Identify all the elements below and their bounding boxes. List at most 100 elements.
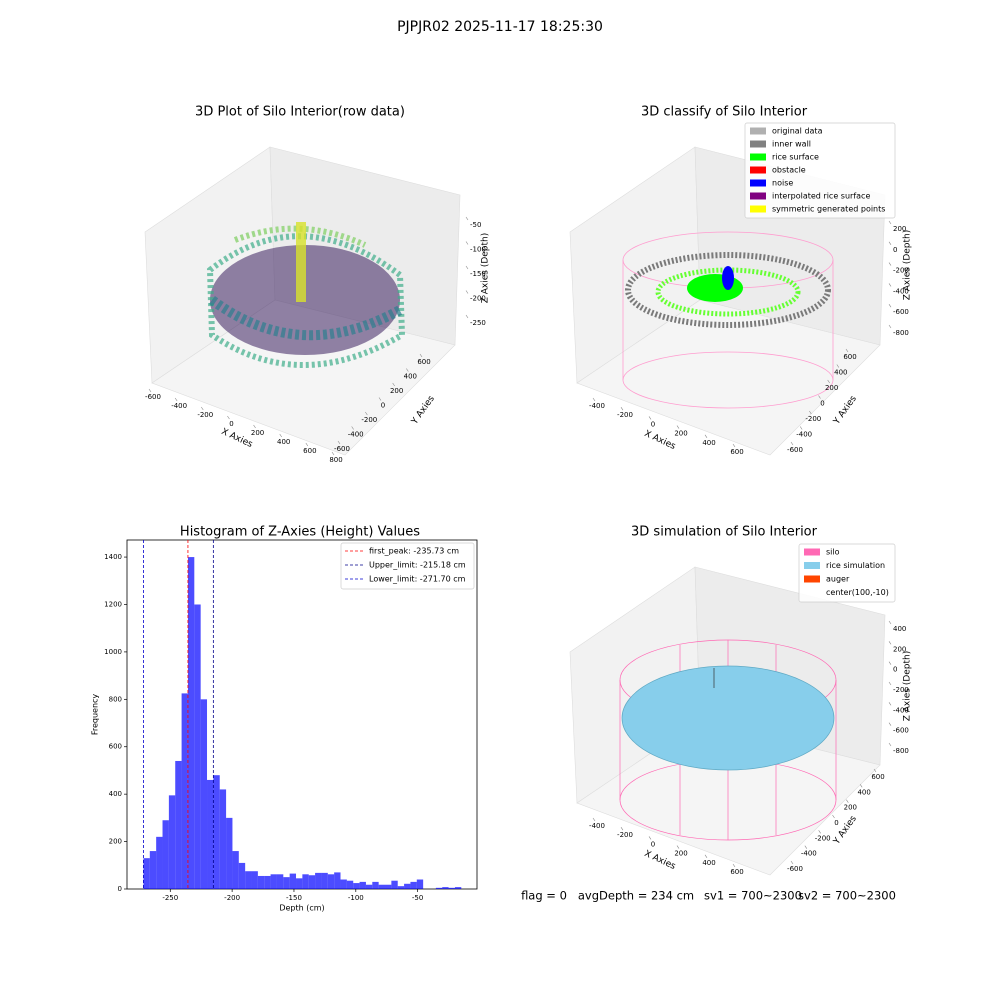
- legend-label: interpolated rice surface: [772, 192, 870, 201]
- tick-mark: [592, 817, 596, 822]
- y-tick-label: -200: [815, 834, 831, 842]
- x-tick-label: 200: [674, 430, 687, 438]
- footer-text: sv2 = 700~2300: [798, 889, 896, 903]
- y-axis-label: Y Axies: [409, 394, 437, 427]
- legend-swatch: [804, 548, 820, 556]
- legend-swatch: [750, 166, 766, 174]
- footer-text: avgDepth = 234 cm: [578, 889, 694, 903]
- y-tick-label: 600: [109, 743, 122, 751]
- bar: [391, 880, 398, 889]
- y-tick-label: 1000: [104, 648, 122, 656]
- tick-mark: [704, 854, 708, 858]
- bar: [156, 836, 163, 889]
- legend-swatch: [750, 205, 766, 213]
- tick-mark: [592, 397, 596, 402]
- y-tick-label: 400: [834, 369, 847, 377]
- x-tick-label: 200: [674, 850, 687, 858]
- y-axis-label: Y Axies: [831, 394, 859, 427]
- tick-mark: [392, 382, 395, 387]
- y-tick-label: 200: [825, 384, 838, 392]
- tick-mark: [676, 425, 680, 429]
- tick-mark: [888, 742, 892, 747]
- bar: [410, 881, 417, 889]
- z-tick-label: -200: [470, 295, 486, 303]
- legend-label: original data: [772, 127, 823, 136]
- y-tick-label: 400: [857, 788, 870, 796]
- x-axis-label: Depth (cm): [279, 904, 324, 913]
- z-axis-label: Z Axies (Depth): [903, 651, 913, 722]
- legend-label: rice simulation: [826, 561, 885, 570]
- bar: [187, 557, 195, 889]
- x-tick-label: -400: [589, 402, 605, 410]
- z-tick-label: -100: [470, 246, 486, 254]
- bar: [353, 883, 360, 889]
- bar: [334, 872, 341, 889]
- tick-mark: [648, 416, 652, 420]
- point-cloud: [206, 222, 406, 368]
- legend-label: center(100,-10): [826, 588, 889, 597]
- legend-label: auger: [826, 575, 850, 584]
- y-tick-label: -400: [801, 850, 817, 858]
- chart-title: 3D classify of Silo Interior: [641, 105, 808, 120]
- z-tick-label: -200: [893, 267, 909, 275]
- legend-label: symmetric generated points: [772, 205, 885, 214]
- bar: [264, 875, 271, 889]
- tick-mark: [648, 836, 652, 840]
- x-axis-label: X Axies: [643, 849, 678, 872]
- bar: [359, 881, 366, 889]
- z-tick-label: -200: [893, 686, 909, 694]
- y-tick-label: 0: [834, 819, 838, 827]
- tick-mark: [859, 784, 863, 788]
- tick-mark: [888, 304, 892, 308]
- x-axis-label: X Axies: [220, 427, 255, 450]
- bar: [251, 871, 258, 889]
- tick-mark: [305, 442, 309, 447]
- legend-label: silo: [826, 548, 840, 557]
- tick-mark: [888, 722, 892, 726]
- z-tick-label: 200: [893, 645, 906, 653]
- legend-label: first_peak: -235.73 cm: [369, 547, 459, 556]
- bar: [302, 874, 309, 889]
- x-tick-label: -200: [617, 831, 633, 839]
- tick-mark: [465, 265, 469, 270]
- x-tick-label: -400: [589, 822, 605, 830]
- y-tick-label: 0: [381, 402, 385, 410]
- bar: [442, 887, 449, 889]
- bar: [175, 760, 182, 889]
- y-tick-label: 1400: [104, 553, 122, 561]
- tick-mark: [888, 262, 892, 266]
- tick-mark: [790, 860, 794, 865]
- bar: [257, 875, 265, 889]
- x-tick-label: 600: [730, 448, 743, 456]
- tick-mark: [888, 620, 892, 625]
- tick-mark: [351, 426, 354, 430]
- bar: [385, 884, 392, 889]
- y-tick-label: -400: [796, 431, 812, 439]
- legend-swatch: [750, 179, 766, 187]
- bar: [454, 887, 462, 889]
- tick-mark: [419, 353, 423, 358]
- bar: [245, 871, 252, 889]
- tick-mark: [827, 379, 830, 384]
- z-tick-label: -600: [893, 308, 909, 316]
- bar: [372, 881, 379, 889]
- z-tick-label: -400: [893, 706, 909, 714]
- y-tick-label: 200: [844, 804, 857, 812]
- chart-title: 3D simulation of Silo Interior: [631, 525, 818, 540]
- bar: [365, 884, 373, 889]
- tick-mark: [799, 426, 803, 430]
- z-tick-label: -400: [893, 287, 909, 295]
- tick-mark: [620, 407, 624, 411]
- y-tick-label: 200: [390, 387, 403, 395]
- bar: [283, 877, 290, 889]
- tick-mark: [227, 415, 230, 420]
- bar: [226, 817, 233, 889]
- legend-swatch: [750, 153, 766, 161]
- x-tick-label: 200: [251, 429, 264, 437]
- bar: [404, 883, 411, 889]
- legend-box: [798, 543, 896, 603]
- x-tick-label: 400: [702, 859, 715, 867]
- footer: flag = 0 avgDepth = 234 cm sv1 = 700~2300s…: [521, 889, 896, 903]
- y-tick-label: 0: [820, 400, 824, 408]
